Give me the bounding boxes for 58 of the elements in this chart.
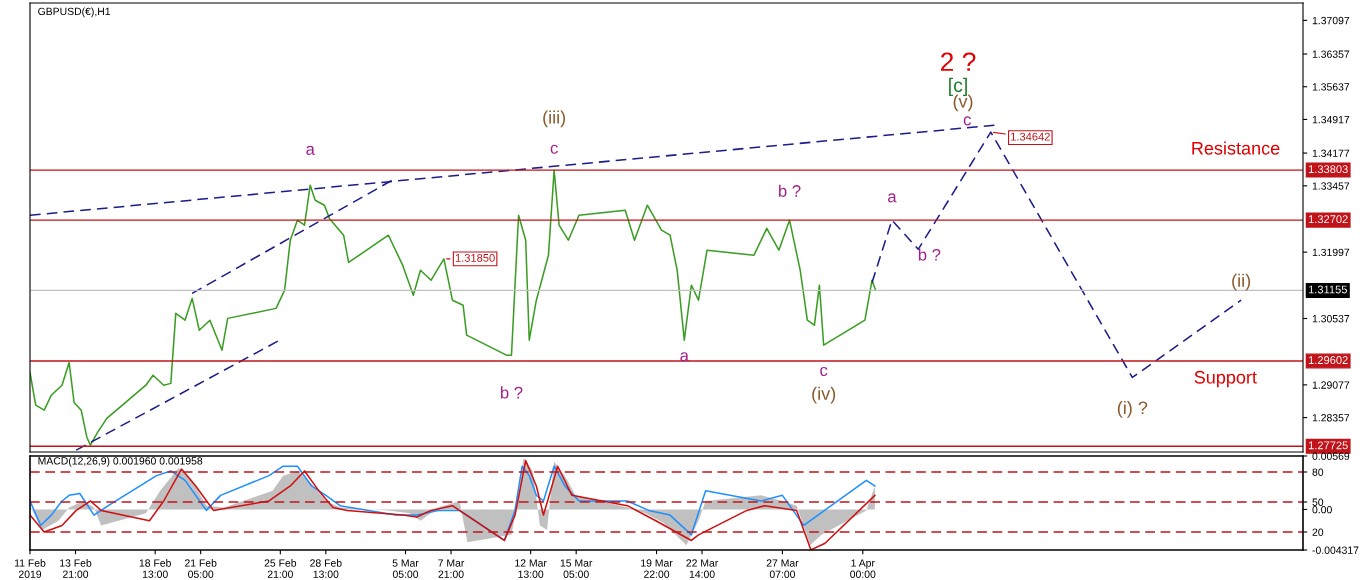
- x-tick-label: 5 Mar 05:00: [392, 559, 419, 578]
- y-tick-label: -0.004317: [1312, 546, 1359, 554]
- y-tick-label: 1.28357: [1312, 414, 1350, 422]
- x-tick-label: 25 Feb 21:00: [264, 559, 297, 578]
- y-tick-label: 1.29077: [1312, 381, 1350, 389]
- line-series: [30, 169, 877, 446]
- y-tick-label: 0.00: [1312, 505, 1332, 514]
- y-tick-label: 1.37097: [1312, 16, 1350, 25]
- x-tick-label: 13 Feb 21:00: [60, 559, 92, 578]
- x-tick-label: 12 Mar 13:00: [515, 559, 547, 578]
- y-tick-label: 1.34917: [1312, 115, 1350, 124]
- y-tick-label: 1.30537: [1312, 315, 1350, 323]
- ref-line-label: 1.32702: [1308, 215, 1348, 224]
- annotation: (iv): [812, 386, 836, 404]
- annotation: 1.31850: [455, 253, 495, 262]
- x-tick-label: 15 Mar 05:00: [560, 559, 593, 578]
- ref-line-label: 1.33803: [1308, 165, 1348, 174]
- x-tick-label: 21 Feb 05:00: [184, 559, 217, 578]
- y-tick-label: 1.36357: [1312, 50, 1350, 58]
- annotation: b ?: [918, 248, 941, 261]
- annotation: 1.34642: [1011, 132, 1050, 141]
- y-tick-label: 1.33457: [1312, 182, 1350, 190]
- x-tick-label: 1 Apr 00:00: [850, 559, 876, 578]
- y-tick-label: 1.34177: [1312, 149, 1350, 157]
- annotation: Support: [1194, 370, 1257, 388]
- annotation: c: [820, 366, 828, 377]
- ref-line-label: 1.29602: [1308, 356, 1348, 364]
- annotation: [c]: [949, 77, 967, 96]
- x-tick-label: 19 Mar 22:00: [641, 559, 673, 578]
- annotation: b ?: [779, 184, 801, 197]
- y2-tick-label: 80: [1312, 468, 1324, 476]
- annotation: c: [963, 116, 971, 126]
- y2-tick-label: 50: [1312, 498, 1324, 506]
- y-tick-label: 1.35637: [1312, 83, 1350, 91]
- y2-tick-label: 20: [1312, 528, 1324, 536]
- ref-line-label: 1.31155: [1308, 285, 1347, 294]
- x-tick-label: 27 Mar 07:00: [766, 559, 799, 578]
- annotation: a: [888, 193, 897, 203]
- annotation: Resistance: [1192, 141, 1280, 155]
- annotation: (v): [953, 94, 973, 112]
- chart-title: GBPUSD(€),H1: [38, 7, 111, 18]
- annotation: a: [306, 145, 315, 155]
- x-tick-label: 11 Feb 2019: [14, 559, 46, 578]
- x-tick-label: 7 Mar 21:00: [438, 559, 465, 578]
- annotation: (ii): [1232, 273, 1251, 291]
- x-tick-label: 22 Mar 14:00: [686, 559, 719, 578]
- x-tick-label: 18 Feb 13:00: [139, 559, 171, 578]
- annotation: (iii): [543, 110, 566, 128]
- y-tick-label: 0.00569: [1312, 452, 1350, 460]
- annotation: (i) ?: [1117, 400, 1148, 418]
- chart-title: MACD(12,26,9) 0.001960 0.001958: [38, 456, 203, 467]
- y-tick-label: 1.31997: [1312, 248, 1350, 257]
- annotation: b ?: [500, 386, 523, 399]
- annotation: a: [680, 352, 689, 362]
- annotation: 2 ?: [941, 52, 976, 71]
- ref-line-label: 1.27725: [1308, 441, 1348, 450]
- annotation: c: [550, 144, 558, 154]
- x-tick-label: 28 Feb 13:00: [310, 559, 342, 578]
